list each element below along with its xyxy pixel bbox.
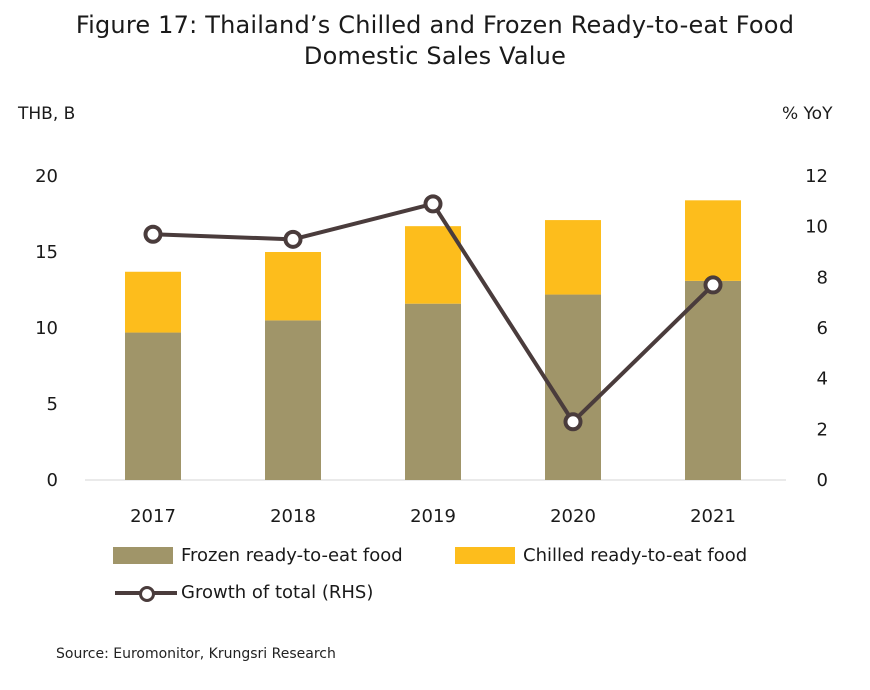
growth-point-2018 [283,229,303,249]
bar-frozen-2019 [405,303,461,480]
left-tick-label: 15 [35,242,58,263]
legend: Frozen ready-to-eat food Chilled ready-t… [0,535,870,615]
right-axis-ticks: 0 2 4 6 8 10 12 [805,166,828,491]
x-axis-ticks: 2017 2018 2019 2020 2021 [130,506,736,527]
right-tick-label: 8 [817,267,828,288]
bar-series [125,200,741,480]
x-tick-label: 2019 [410,506,456,527]
x-tick-label: 2017 [130,506,176,527]
left-tick-label: 20 [35,166,58,187]
right-tick-label: 2 [817,419,828,440]
x-tick-label: 2020 [550,506,596,527]
legend-item-chilled: Chilled ready-to-eat food [455,545,747,566]
bar-chilled-2020 [545,220,601,295]
right-tick-label: 10 [805,217,828,238]
left-tick-label: 0 [47,470,58,491]
bar-chilled-2018 [265,252,321,321]
bar-chilled-2019 [405,226,461,304]
right-axis-unit: % YoY [782,104,833,124]
growth-point-2021 [703,275,723,295]
growth-line-series [143,194,723,432]
growth-point-2019 [423,194,443,214]
growth-point-2020 [563,412,583,432]
x-tick-label: 2018 [270,506,316,527]
chart-title-line-2: Domestic Sales Value [303,42,567,70]
left-axis-unit: THB, B [18,104,76,124]
legend-label-chilled: Chilled ready-to-eat food [523,545,748,566]
source-note: Source: Euromonitor, Krungsri Research [56,646,336,662]
bar-frozen-2020 [545,294,601,480]
legend-item-growth: Growth of total (RHS) [115,582,373,603]
x-tick-label: 2021 [690,506,736,527]
chart-title-line-1: Figure 17: Thailand’s Chilled and Frozen… [75,11,795,39]
right-tick-label: 6 [817,318,828,339]
bar-frozen-2017 [125,332,181,480]
chart-title: Figure 17: Thailand’s Chilled and Frozen… [0,10,870,72]
chilled-swatch [455,547,515,564]
right-tick-label: 12 [805,166,828,187]
bar-chilled-2021 [685,200,741,281]
growth-point-2017 [143,224,163,244]
bar-frozen-2018 [265,320,321,480]
growth-line-marker-icon [115,583,177,603]
bar-frozen-2021 [685,280,741,480]
left-axis-ticks: 0 5 10 15 20 [35,166,58,491]
legend-label-growth: Growth of total (RHS) [181,582,374,603]
frozen-swatch [113,547,173,564]
bar-chilled-2017 [125,271,181,333]
right-tick-label: 4 [817,369,828,390]
legend-label-frozen: Frozen ready-to-eat food [181,545,403,566]
left-tick-label: 10 [35,318,58,339]
legend-item-frozen: Frozen ready-to-eat food [113,545,403,566]
right-tick-label: 0 [817,470,828,491]
chart-plot: 0 5 10 15 20 0 2 4 6 8 10 12 2017 2018 2019 2020 2021 [35,166,828,527]
left-tick-label: 5 [47,394,58,415]
